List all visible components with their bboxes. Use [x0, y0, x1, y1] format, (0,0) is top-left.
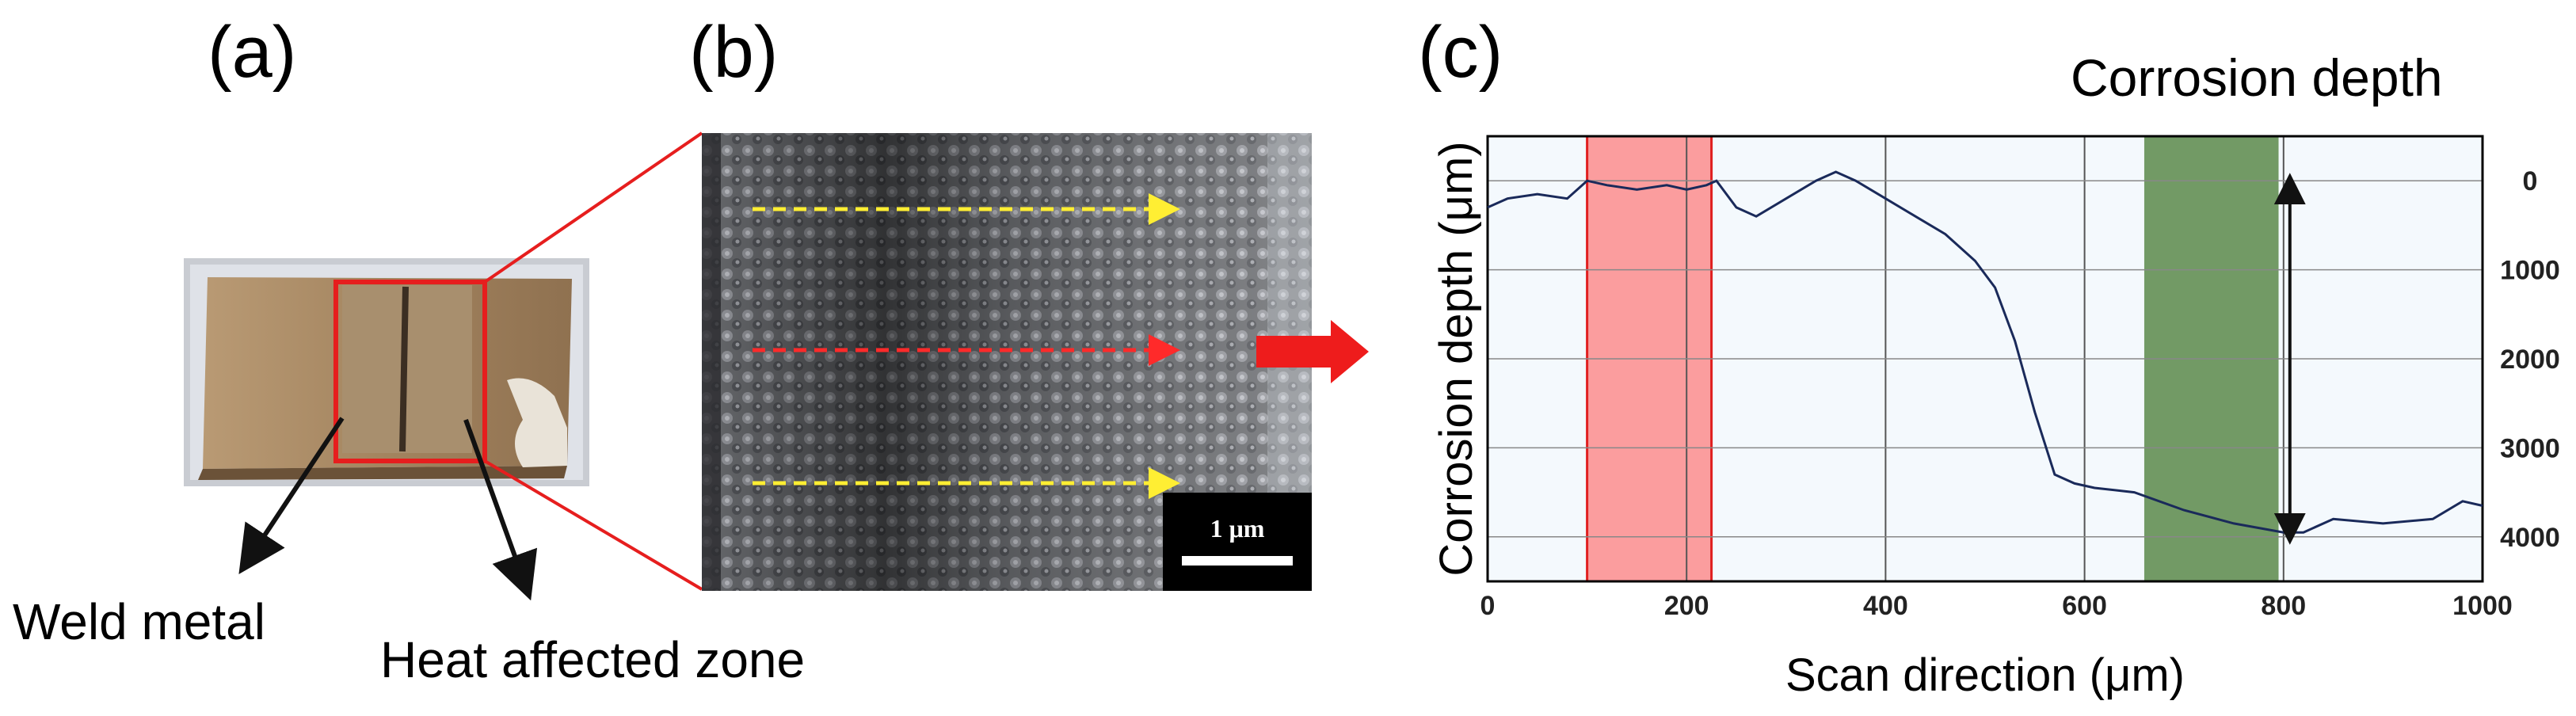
panel-b-label: (b) [689, 12, 779, 93]
x-axis-title: Scan direction (μm) [1785, 649, 2185, 701]
weld-metal-arrow [238, 417, 345, 575]
y-tick-label: 4000 [2500, 523, 2560, 553]
x-tick-label: 800 [2261, 591, 2306, 621]
x-tick-label: 1000 [2452, 591, 2513, 621]
panel-a-label: (a) [208, 12, 297, 93]
plot-frame [1486, 135, 2484, 583]
x-tick-label: 200 [1664, 591, 1709, 621]
scale-bar-label: 1 μm [1210, 514, 1265, 543]
y-tick-label: 1000 [2500, 256, 2560, 286]
haz-arrow [463, 418, 538, 601]
corrosion-depth-annotation: Corrosion depth [2071, 48, 2443, 107]
x-tick-label: 400 [1863, 591, 1908, 621]
y-axis-title: Corrosion depth (μm) [1431, 141, 1482, 576]
weld-sample-photo [184, 258, 589, 486]
zoom-line-bottom [483, 459, 703, 591]
y-tick-label: 0 [2523, 166, 2538, 196]
to-profile-arrow [1256, 320, 1369, 383]
panel-c-label: (c) [1418, 12, 1503, 93]
scale-bar [1182, 556, 1293, 566]
y-tick-label: 3000 [2500, 433, 2560, 463]
heat-affected-zone-label: Heat affected zone [380, 631, 806, 688]
x-tick-label: 600 [2062, 591, 2107, 621]
scale-bar-box [1163, 493, 1312, 591]
zoom-line-top [483, 131, 703, 284]
y-tick-label: 2000 [2500, 345, 2560, 375]
corrosion-profile-chart: 0 200 400 600 800 1000 0 1000 2000 3000 4000 Scan… [1431, 135, 2560, 701]
weld-region-box [333, 280, 487, 463]
weld-metal-label: Weld metal [13, 593, 265, 650]
x-tick-label: 0 [1480, 591, 1496, 621]
